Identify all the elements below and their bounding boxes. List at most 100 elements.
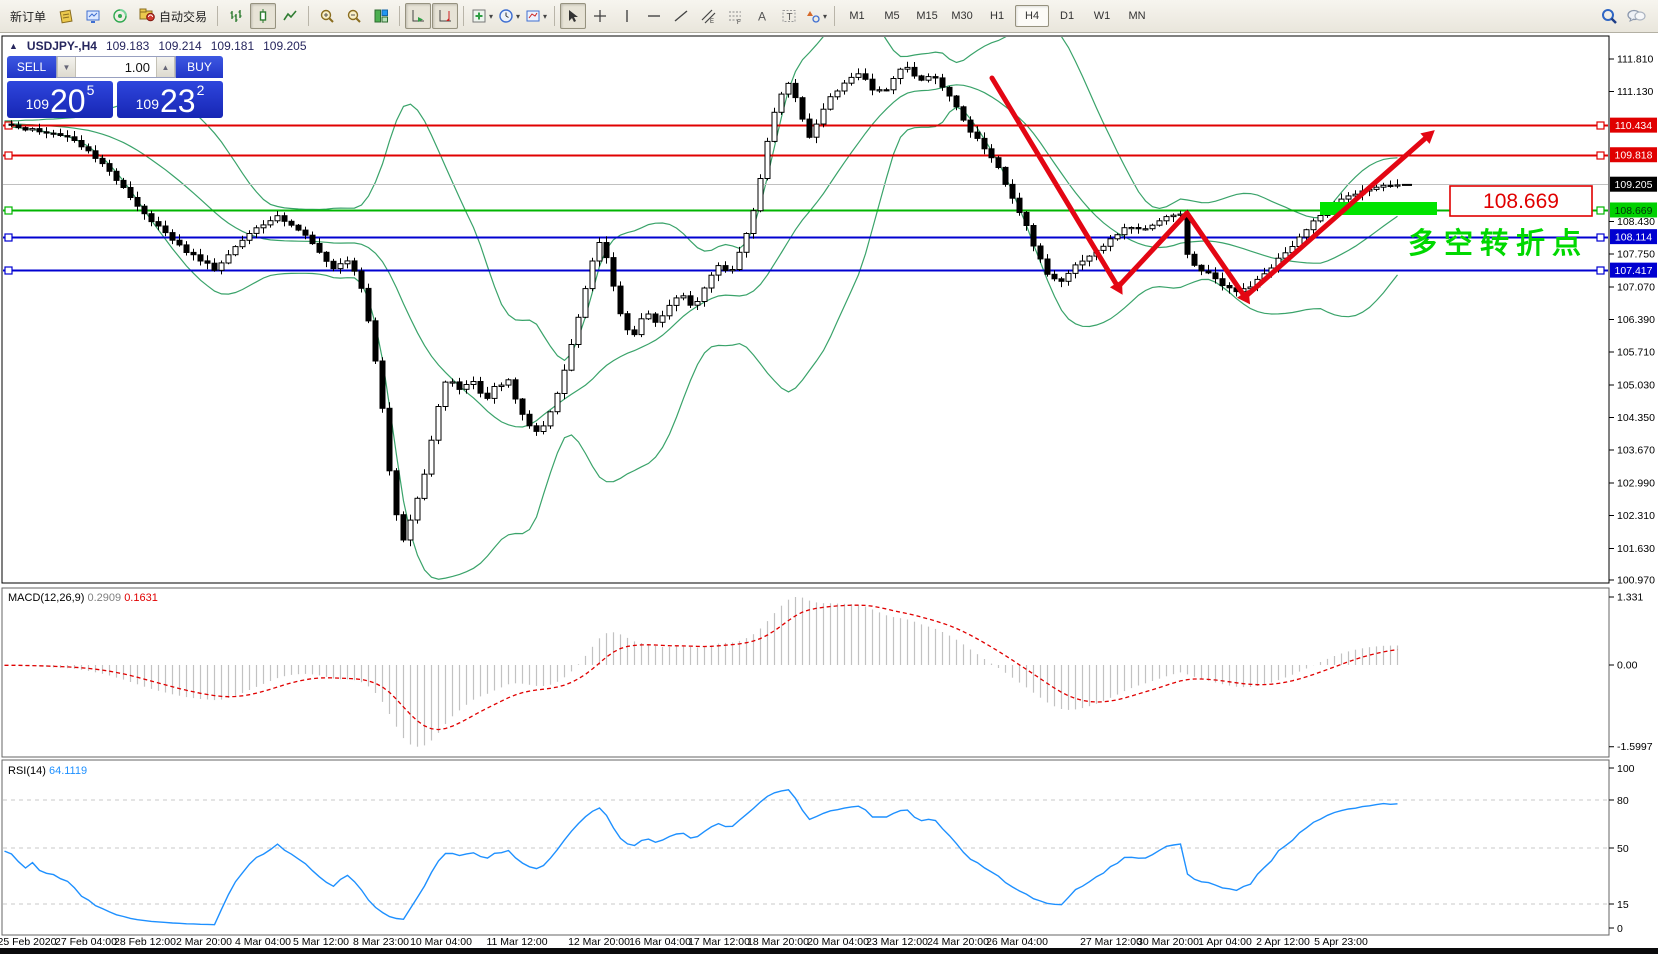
hline-right-handle[interactable] <box>1596 233 1605 242</box>
sell-price-button[interactable]: 109 20 5 <box>7 81 113 118</box>
macd-label: MACD(12,26,9) 0.2909 0.1631 <box>8 592 158 604</box>
zoom-in-button[interactable] <box>314 3 340 29</box>
timeframe-m15-button[interactable]: M15 <box>916 10 938 22</box>
price-badge <box>1610 229 1657 245</box>
timeframe-mn-button[interactable]: MN <box>1128 10 1146 22</box>
templates-button[interactable]: ▾ <box>523 3 549 29</box>
timeframe-m1-button[interactable]: M1 <box>849 10 865 22</box>
hline-left-handle[interactable] <box>4 266 13 275</box>
timeframe-h1-button[interactable]: H1 <box>990 10 1005 22</box>
clock-icon <box>498 8 515 25</box>
crosshair-button[interactable] <box>587 3 613 29</box>
price-level-callout[interactable]: 108.669 <box>1449 185 1593 217</box>
volume-decrease-button[interactable]: ▼ <box>57 57 76 77</box>
cn-annotation-text[interactable]: 多空转折点 <box>1408 226 1588 260</box>
channel-button[interactable]: E <box>695 3 721 29</box>
hline-left-handle[interactable] <box>4 151 13 160</box>
buy-price-big: 23 <box>159 83 196 119</box>
macd-tick-label: 1.331 <box>1617 592 1643 604</box>
indicators-button[interactable]: ▾ <box>469 3 495 29</box>
channel-icon: E <box>700 8 717 25</box>
rsi-tick-label: 15 <box>1617 899 1629 911</box>
hline-right-handle[interactable] <box>1596 206 1605 215</box>
tile-windows-button[interactable] <box>368 3 394 29</box>
price-axis[interactable]: 111.810 111.130 108.430 107.750 107.070 106.3… <box>1609 54 1657 587</box>
toolbar-separator <box>217 6 219 26</box>
new-order-button[interactable]: 新订单 <box>10 9 47 24</box>
arrows-button[interactable]: ▾ <box>803 3 829 29</box>
zoom-out-button[interactable] <box>341 3 367 29</box>
vertical-line-button[interactable] <box>614 3 640 29</box>
rsi-levels <box>3 799 1608 905</box>
macd-tick-label: -1.5997 <box>1617 741 1653 753</box>
toolbar: 新订单 自动交易 ▾ ▾ ▾ E F A T ▾ M1 M5 M15 M30 H1 H4 D1 W1 MN <box>0 0 1658 33</box>
svg-text:F: F <box>737 20 741 25</box>
horizontal-level-lines[interactable] <box>3 121 1608 275</box>
navigator-button[interactable] <box>107 3 133 29</box>
rsi-line <box>4 789 1398 926</box>
timeframe-m30-button[interactable]: M30 <box>951 10 973 22</box>
symbol-search-button[interactable] <box>1596 3 1622 29</box>
hline-right-handle[interactable] <box>1596 266 1605 275</box>
volume-input[interactable]: 1.00 <box>124 59 150 75</box>
timeframe-w1-button[interactable]: W1 <box>1093 10 1111 22</box>
autotrade-button[interactable]: 自动交易 <box>134 4 212 28</box>
rsi-label: RSI(14) 64.1119 <box>8 765 87 777</box>
buy-button[interactable]: BUY <box>176 56 223 78</box>
trendline-button[interactable] <box>668 3 694 29</box>
collapse-icon[interactable]: ▲ <box>9 41 18 51</box>
market-watch-button[interactable] <box>80 3 106 29</box>
linechart-icon <box>282 8 299 25</box>
price-tick-label: 105.710 <box>1617 347 1655 359</box>
macd-indicator <box>3 597 1399 747</box>
time-tick-label: 12 Mar 20:00 <box>568 936 630 948</box>
hline-left-handle[interactable] <box>4 233 13 242</box>
volume-increase-button[interactable]: ▲ <box>156 57 175 77</box>
symbol-title: USDJPY-,H4 <box>26 39 97 53</box>
community-button[interactable] <box>1623 3 1649 29</box>
sell-button[interactable]: SELL <box>7 56 56 78</box>
text-button[interactable]: A <box>749 3 775 29</box>
timeframe-d1-button[interactable]: D1 <box>1060 10 1075 22</box>
price-badge-label: 107.417 <box>1615 265 1653 277</box>
hline-icon <box>646 8 663 25</box>
buy-price-int: 109 <box>135 96 159 112</box>
autoscroll-icon <box>410 8 427 25</box>
auto-scroll-button[interactable] <box>405 3 432 29</box>
hline-right-handle[interactable] <box>1596 151 1605 160</box>
time-tick-label: 4 Mar 04:00 <box>235 936 291 948</box>
bar-chart-button[interactable] <box>223 3 249 29</box>
periods-button[interactable]: ▾ <box>496 3 522 29</box>
time-tick-label: 11 Mar 12:00 <box>486 936 547 948</box>
marketwatch-icon <box>85 8 102 25</box>
horizontal-line-button[interactable] <box>641 3 667 29</box>
time-tick-label: 27 Mar 12:00 <box>1080 936 1142 948</box>
chart-shift-button[interactable] <box>432 3 459 29</box>
cross-icon <box>592 8 609 25</box>
candlestick-button[interactable] <box>250 3 277 29</box>
svg-text:T: T <box>786 12 792 23</box>
ohlc-low: 109.181 <box>210 39 255 53</box>
timeframe-h4-button[interactable]: H4 <box>1015 5 1050 27</box>
text-label-button[interactable]: T <box>776 3 802 29</box>
bars-icon <box>228 8 245 25</box>
timeframe-m5-button[interactable]: M5 <box>884 10 900 22</box>
rsi-tick-label: 100 <box>1617 763 1635 775</box>
hline-right-handle[interactable] <box>1596 121 1605 130</box>
buy-price-button[interactable]: 109 23 2 <box>117 81 223 118</box>
fibonacci-button[interactable]: F <box>722 3 748 29</box>
hline-left-handle[interactable] <box>4 206 13 215</box>
trend-icon <box>673 8 690 25</box>
time-tick-label: 5 Mar 12:00 <box>293 936 349 948</box>
trend-zigzag-arrow[interactable] <box>989 75 1435 305</box>
time-tick-label: 28 Feb 12:00 <box>114 936 176 948</box>
cursor-button[interactable] <box>560 3 587 29</box>
rsi-tick-label: 50 <box>1617 843 1629 855</box>
line-chart-button[interactable] <box>277 3 303 29</box>
new-chart-button[interactable] <box>53 3 79 29</box>
arrowhead-icon <box>1109 280 1123 295</box>
price-badge-label: 109.818 <box>1615 150 1653 162</box>
price-tick-label: 100.970 <box>1617 575 1655 587</box>
